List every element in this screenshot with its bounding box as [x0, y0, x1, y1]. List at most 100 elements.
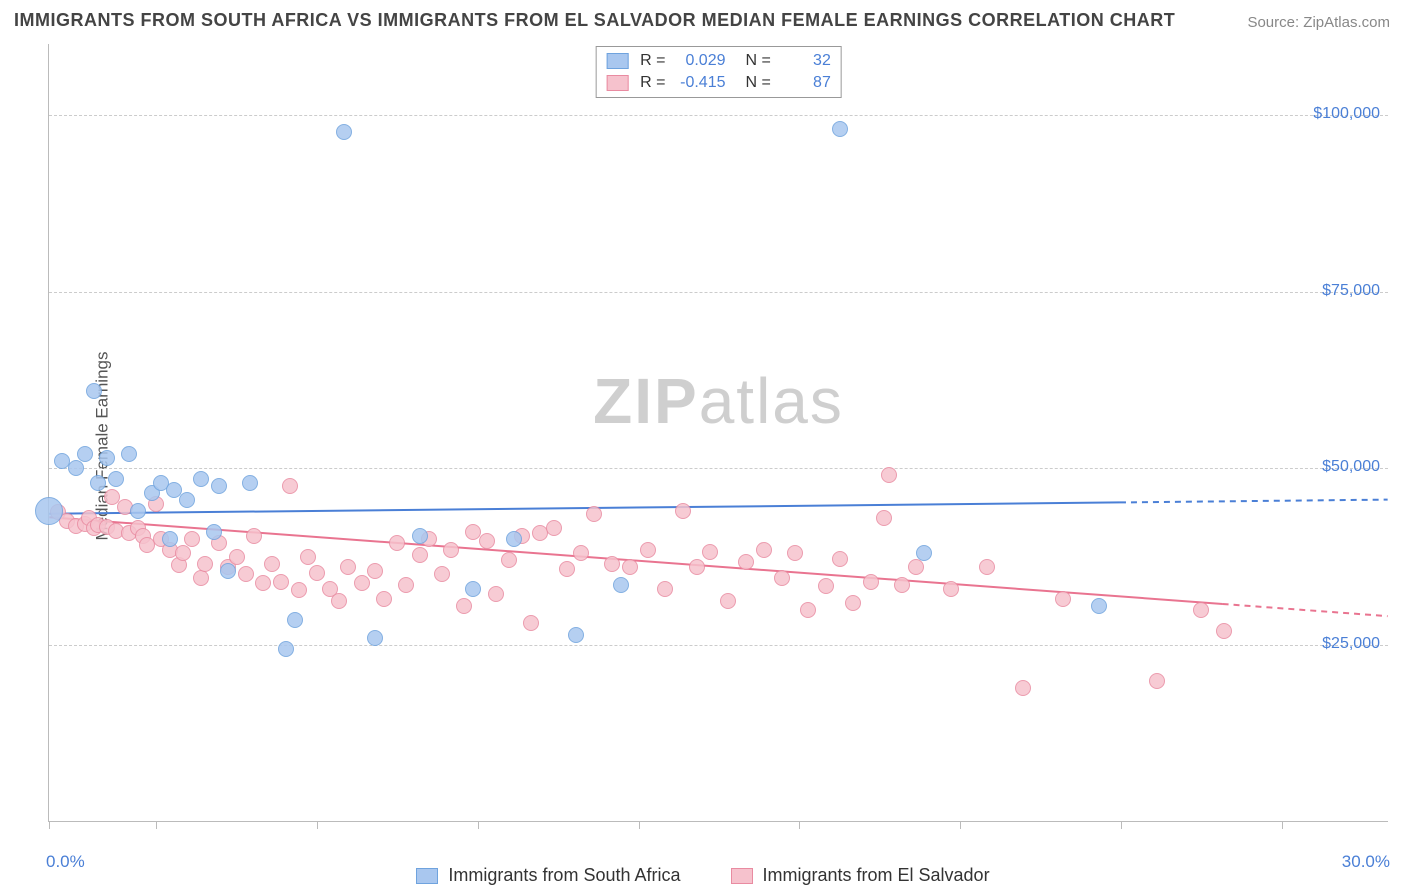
r-value-b: -0.415	[674, 72, 726, 94]
n-value-b: 87	[779, 72, 831, 94]
gridline	[49, 292, 1388, 293]
data-point	[573, 545, 589, 561]
data-point	[622, 559, 638, 575]
data-point	[1015, 680, 1031, 696]
data-point	[479, 533, 495, 549]
data-point	[412, 547, 428, 563]
data-point	[523, 615, 539, 631]
data-point	[845, 595, 861, 611]
data-point	[412, 528, 428, 544]
data-point	[273, 574, 289, 590]
data-point	[238, 566, 254, 582]
data-point	[756, 542, 772, 558]
data-point	[175, 545, 191, 561]
data-point	[738, 554, 754, 570]
data-point	[162, 531, 178, 547]
legend-item-series-b: Immigrants from El Salvador	[731, 865, 990, 886]
data-point	[894, 577, 910, 593]
trend-lines-layer	[49, 44, 1388, 821]
data-point	[367, 563, 383, 579]
legend-label-b: Immigrants from El Salvador	[763, 865, 990, 886]
data-point	[86, 383, 102, 399]
x-tick	[1121, 821, 1122, 829]
data-point	[340, 559, 356, 575]
data-point	[246, 528, 262, 544]
data-point	[1216, 623, 1232, 639]
data-point	[108, 471, 124, 487]
stats-row-series-b: R = -0.415 N = 87	[606, 72, 831, 94]
data-point	[282, 478, 298, 494]
data-point	[586, 506, 602, 522]
x-tick	[1282, 821, 1283, 829]
data-point	[832, 121, 848, 137]
series-legend: Immigrants from South Africa Immigrants …	[0, 865, 1406, 886]
data-point	[68, 460, 84, 476]
chart-title: IMMIGRANTS FROM SOUTH AFRICA VS IMMIGRAN…	[14, 10, 1175, 31]
data-point	[193, 471, 209, 487]
data-point	[1055, 591, 1071, 607]
data-point	[501, 552, 517, 568]
data-point	[179, 492, 195, 508]
data-point	[1149, 673, 1165, 689]
data-point	[197, 556, 213, 572]
data-point	[35, 497, 63, 525]
data-point	[331, 593, 347, 609]
r-value-a: 0.029	[674, 50, 726, 72]
data-point	[943, 581, 959, 597]
data-point	[456, 598, 472, 614]
data-point	[90, 475, 106, 491]
x-tick	[960, 821, 961, 829]
data-point	[443, 542, 459, 558]
data-point	[99, 450, 115, 466]
x-tick	[317, 821, 318, 829]
data-point	[774, 570, 790, 586]
stats-legend: R = 0.029 N = 32 R = -0.415 N = 87	[595, 46, 842, 98]
data-point	[818, 578, 834, 594]
data-point	[559, 561, 575, 577]
y-tick-label: $100,000	[1313, 105, 1380, 123]
x-tick	[799, 821, 800, 829]
data-point	[689, 559, 705, 575]
x-tick	[639, 821, 640, 829]
data-point	[832, 551, 848, 567]
n-label: N =	[746, 50, 771, 72]
data-point	[787, 545, 803, 561]
data-point	[300, 549, 316, 565]
data-point	[389, 535, 405, 551]
data-point	[336, 124, 352, 140]
swatch-series-a	[606, 53, 628, 69]
gridline	[49, 468, 1388, 469]
data-point	[354, 575, 370, 591]
x-tick	[156, 821, 157, 829]
data-point	[1193, 602, 1209, 618]
n-label: N =	[746, 72, 771, 94]
y-tick-label: $75,000	[1322, 282, 1380, 300]
source-attribution: Source: ZipAtlas.com	[1247, 14, 1390, 31]
legend-label-a: Immigrants from South Africa	[448, 865, 680, 886]
data-point	[229, 549, 245, 565]
data-point	[309, 565, 325, 581]
data-point	[434, 566, 450, 582]
data-point	[206, 524, 222, 540]
swatch-series-b	[606, 75, 628, 91]
gridline	[49, 115, 1388, 116]
data-point	[916, 545, 932, 561]
stats-row-series-a: R = 0.029 N = 32	[606, 50, 831, 72]
data-point	[398, 577, 414, 593]
data-point	[465, 581, 481, 597]
y-tick-label: $25,000	[1322, 635, 1380, 653]
data-point	[184, 531, 200, 547]
data-point	[1091, 598, 1107, 614]
data-point	[77, 446, 93, 462]
data-point	[242, 475, 258, 491]
data-point	[121, 446, 137, 462]
data-point	[908, 559, 924, 575]
chart-container: IMMIGRANTS FROM SOUTH AFRICA VS IMMIGRAN…	[0, 0, 1406, 892]
data-point	[613, 577, 629, 593]
data-point	[546, 520, 562, 536]
data-point	[863, 574, 879, 590]
plot-area: ZIPatlas R = 0.029 N = 32 R = -0.415 N =…	[48, 44, 1388, 822]
legend-item-series-a: Immigrants from South Africa	[416, 865, 680, 886]
data-point	[488, 586, 504, 602]
data-point	[220, 563, 236, 579]
